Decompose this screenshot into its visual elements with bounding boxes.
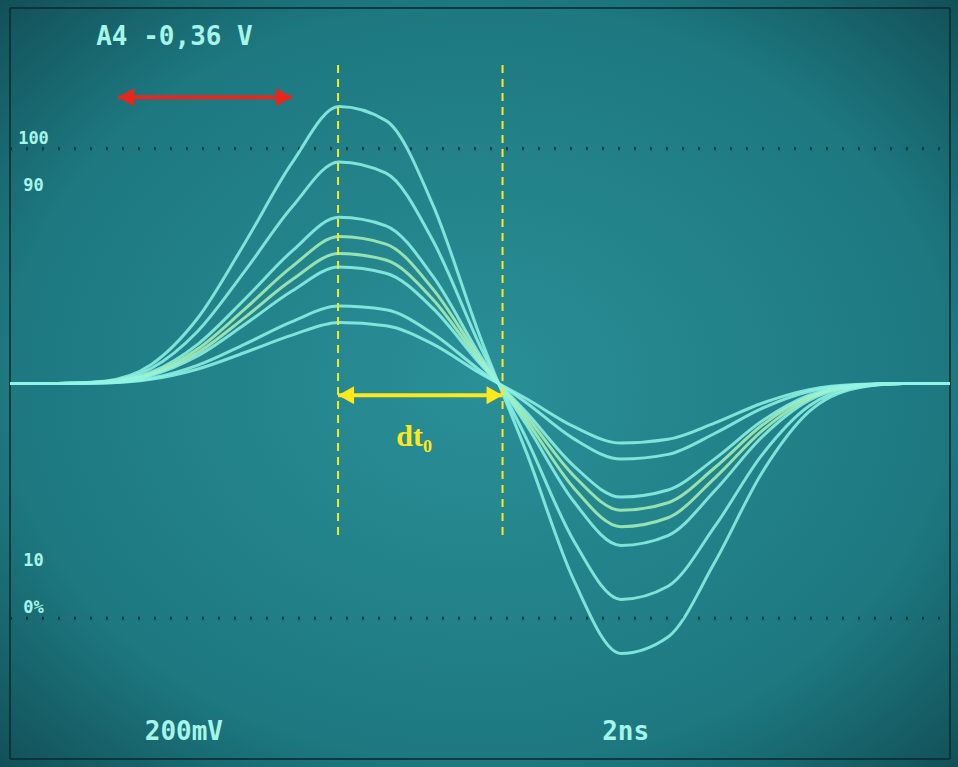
svg-text:200mV: 200mV (145, 716, 223, 746)
svg-text:A4 -0,36 V: A4 -0,36 V (96, 21, 253, 51)
svg-text:dt₀: dt₀ (396, 419, 432, 452)
svg-text:90: 90 (23, 175, 43, 195)
svg-text:0%: 0% (23, 597, 44, 617)
svg-text:10: 10 (23, 550, 43, 570)
svg-text:2ns: 2ns (602, 716, 649, 746)
svg-text:100: 100 (18, 128, 49, 148)
